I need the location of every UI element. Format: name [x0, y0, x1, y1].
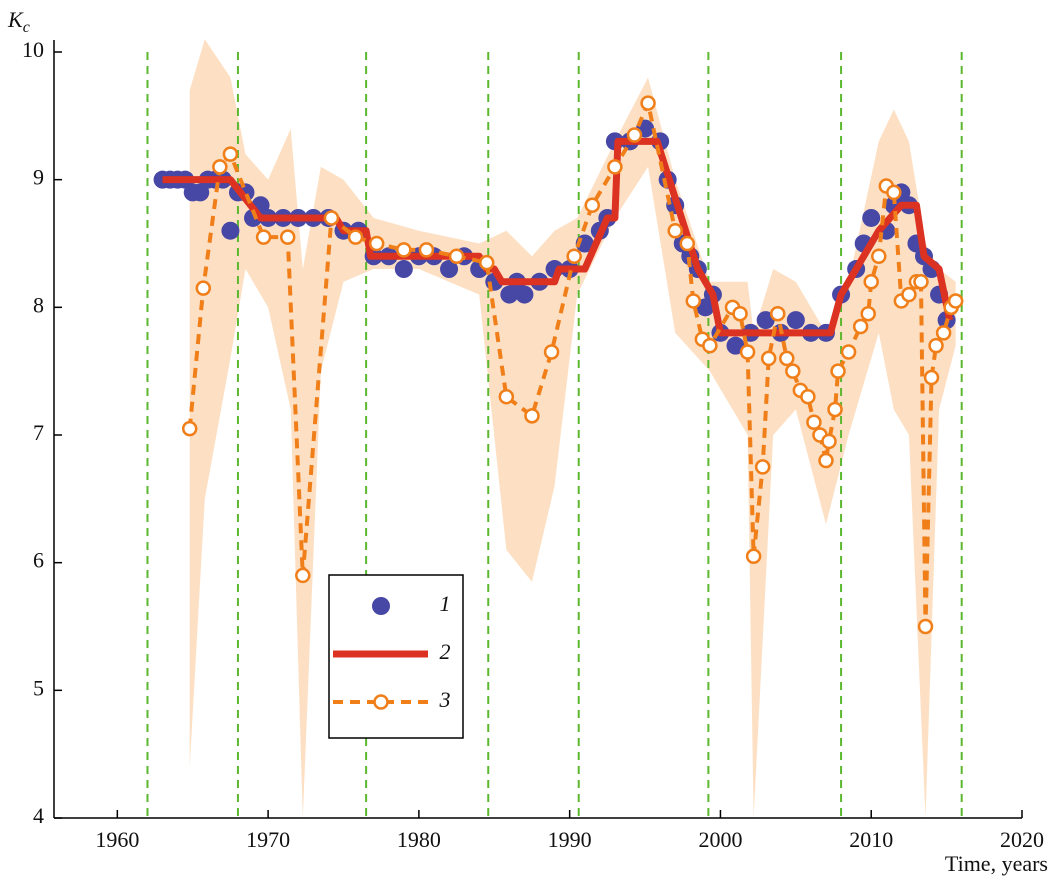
x-tick-label: 1960: [95, 827, 139, 852]
data-point: [222, 146, 239, 162]
data-point: [515, 285, 534, 304]
data-point: [800, 388, 816, 405]
x-tick-label: 2000: [698, 827, 742, 852]
legend: 1 2 3: [328, 574, 464, 739]
legend-label: 2: [440, 639, 451, 664]
x-tick-label: 1980: [397, 827, 441, 852]
data-point: [279, 229, 296, 245]
data-point: [913, 274, 929, 290]
data-point: [221, 221, 240, 240]
data-point: [830, 363, 846, 379]
series-line: [162, 137, 954, 337]
data-point: [917, 618, 934, 635]
data-point: [543, 344, 560, 360]
data-point: [786, 311, 805, 330]
y-label-sub: c: [23, 19, 30, 36]
data-point: [347, 229, 364, 245]
data-point: [679, 235, 696, 252]
data-point: [396, 242, 412, 258]
legend-marker: [373, 694, 389, 710]
y-tick-label: 8: [33, 292, 44, 317]
data-point: [368, 235, 385, 252]
data-point: [947, 293, 964, 309]
data-point: [181, 420, 198, 437]
data-point: [886, 184, 902, 201]
x-tick-label: 1970: [246, 827, 290, 852]
data-point: [901, 286, 917, 303]
data-point: [255, 229, 272, 245]
data-point: [524, 408, 540, 424]
data-point: [726, 336, 745, 355]
data-point: [928, 337, 944, 354]
y-tick-label: 9: [33, 165, 44, 190]
data-point: [863, 274, 879, 290]
data-point: [827, 401, 843, 418]
data-point: [840, 344, 857, 360]
data-point: [821, 433, 837, 450]
x-tick-label: 1990: [548, 827, 592, 852]
data-point: [785, 363, 801, 379]
data-point: [702, 337, 718, 354]
legend-label: 1: [440, 591, 451, 616]
data-point: [295, 567, 311, 584]
y-label-main: K: [7, 7, 24, 32]
y-tick-label: 4: [33, 803, 44, 828]
y-tick-label: 7: [33, 420, 44, 445]
legend-marker: [372, 597, 390, 615]
data-point: [860, 305, 876, 322]
legend-label: 3: [439, 687, 451, 712]
data-point: [478, 254, 495, 271]
data-point: [756, 311, 775, 330]
data-point: [923, 369, 940, 386]
data-point: [739, 344, 756, 360]
data-point: [862, 208, 881, 227]
data-point: [584, 197, 601, 213]
data-point: [871, 248, 887, 265]
data-point: [440, 260, 459, 279]
data-point: [779, 350, 795, 367]
x-tick-label: 2010: [849, 827, 893, 852]
data-point: [607, 159, 623, 175]
y-axis-label: Kc: [7, 7, 30, 36]
data-point: [667, 222, 683, 239]
data-point: [394, 260, 413, 279]
data-point: [626, 127, 643, 143]
data-point: [566, 248, 582, 265]
data-point: [685, 293, 702, 309]
band: [189, 39, 956, 818]
data-point: [212, 159, 228, 175]
y-tick-label: 10: [22, 37, 44, 62]
data-point: [818, 452, 834, 469]
data-point: [418, 242, 435, 258]
data-point: [640, 95, 656, 111]
data-point: [806, 414, 822, 430]
data-point: [769, 305, 786, 322]
data-point: [745, 548, 762, 565]
y-tick-label: 6: [33, 548, 44, 573]
data-point: [760, 350, 777, 367]
x-tick-label: 2020: [1000, 827, 1044, 852]
data-point: [732, 305, 748, 322]
data-point: [852, 318, 869, 335]
data-point: [323, 210, 340, 226]
data-point: [195, 280, 212, 296]
y-tick-label: 5: [33, 675, 44, 700]
data-point: [448, 248, 465, 265]
x-axis-label: Time, years: [945, 851, 1048, 876]
data-point: [935, 325, 952, 341]
data-point: [498, 388, 515, 405]
data-point: [754, 459, 771, 475]
